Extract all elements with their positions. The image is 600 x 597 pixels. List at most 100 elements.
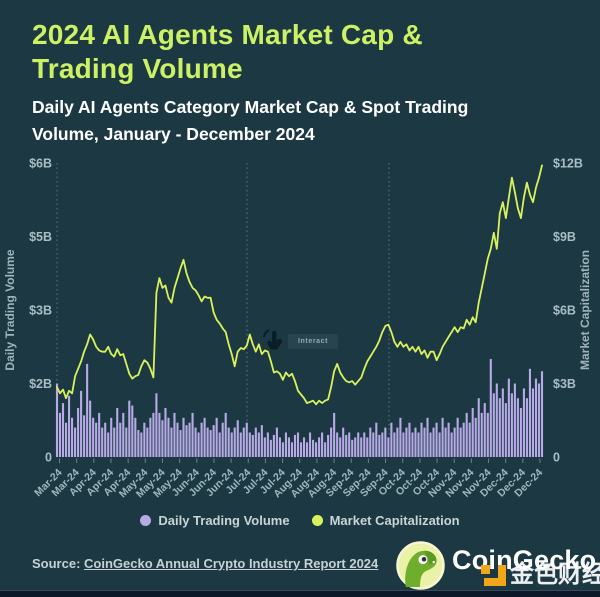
volume-bar bbox=[414, 427, 417, 457]
volume-bar bbox=[495, 383, 498, 457]
subtitle-line-1: Daily AI Agents Category Market Cap & Sp… bbox=[32, 97, 469, 117]
volume-bar bbox=[176, 422, 179, 457]
volume-bar bbox=[74, 427, 77, 457]
combo-chart: $6B $5B $3B $2B 0 $12B $9B $6B $3B 0 Daily Trading… bbox=[3, 157, 592, 501]
left-axis-tick-label: $2B bbox=[29, 377, 52, 391]
volume-bar bbox=[462, 422, 465, 457]
volume-bar bbox=[215, 417, 218, 457]
volume-bar bbox=[519, 408, 522, 457]
plot-area[interactable] bbox=[57, 163, 542, 457]
volume-legend-dot-icon bbox=[140, 515, 152, 526]
volume-bar bbox=[170, 427, 173, 457]
volume-bar bbox=[86, 363, 89, 457]
volume-bar bbox=[399, 417, 402, 457]
market-cap-legend-dot-icon bbox=[311, 515, 323, 526]
interact-hint-label[interactable]: Interact bbox=[288, 333, 339, 349]
volume-bar bbox=[188, 422, 191, 457]
volume-bar bbox=[447, 422, 450, 457]
volume-bar bbox=[58, 412, 62, 457]
volume-bar bbox=[438, 432, 441, 457]
volume-bar bbox=[290, 442, 294, 457]
volume-bar bbox=[113, 427, 116, 457]
volume-bar bbox=[357, 432, 360, 457]
volume-bar bbox=[242, 427, 245, 457]
volume-bar bbox=[480, 412, 483, 457]
volume-bar bbox=[164, 408, 167, 457]
volume-bar bbox=[390, 422, 393, 457]
left-axis-tick-label: 0 bbox=[45, 451, 52, 465]
volume-bar bbox=[197, 432, 200, 457]
volume-bar bbox=[206, 427, 209, 457]
volume-bar bbox=[465, 412, 468, 457]
volume-bar bbox=[312, 439, 315, 457]
volume-bar bbox=[128, 400, 131, 457]
volume-bar bbox=[378, 434, 381, 457]
legend-item-market-capitalization[interactable]: Market Capitalization bbox=[311, 513, 460, 528]
volume-bar bbox=[363, 432, 366, 457]
jinse-caijing-logo-icon bbox=[481, 565, 506, 586]
volume-bar bbox=[387, 437, 390, 457]
volume-bar bbox=[525, 398, 528, 457]
source-report-link[interactable]: CoinGecko Annual Crypto Industry Report … bbox=[84, 556, 379, 571]
volume-bar bbox=[191, 412, 194, 457]
volume-bar bbox=[504, 403, 507, 457]
volume-bar bbox=[474, 417, 477, 457]
volume-bar bbox=[92, 417, 95, 457]
legend-label-market-cap: Market Capitalization bbox=[329, 513, 460, 528]
right-axis-tick-label: $12B bbox=[553, 157, 583, 171]
volume-bar bbox=[384, 427, 387, 457]
hand-cursor-icon bbox=[263, 329, 283, 350]
volume-bar bbox=[507, 378, 510, 457]
volume-bar bbox=[537, 383, 541, 457]
volume-bar bbox=[324, 442, 327, 457]
volume-bar bbox=[143, 422, 146, 457]
volume-bar bbox=[257, 432, 260, 457]
volume-bar bbox=[278, 437, 281, 457]
right-axis-tick-label: 0 bbox=[553, 451, 560, 465]
volume-bar bbox=[173, 412, 176, 457]
volume-bar bbox=[293, 434, 297, 457]
volume-bar bbox=[420, 422, 423, 457]
legend-item-daily-trading-volume[interactable]: Daily Trading Volume bbox=[140, 513, 290, 528]
coingecko-logo-icon bbox=[396, 541, 445, 590]
volume-bar bbox=[417, 432, 420, 457]
volume-bar bbox=[450, 432, 453, 457]
volume-bar bbox=[218, 432, 221, 457]
volume-bar bbox=[411, 432, 414, 457]
volume-bar bbox=[212, 425, 215, 457]
volume-bar bbox=[489, 359, 492, 457]
volume-bar bbox=[200, 422, 203, 457]
volume-bar bbox=[236, 420, 239, 457]
bottom-accent-bar bbox=[0, 590, 600, 597]
volume-bar bbox=[209, 430, 212, 457]
volume-bar bbox=[483, 403, 486, 457]
title-line-1: 2024 AI Agents Market Cap & bbox=[32, 19, 423, 50]
volume-bar bbox=[107, 432, 110, 457]
volume-bar bbox=[342, 427, 345, 457]
right-axis-title: Market Capitalization bbox=[578, 250, 592, 370]
volume-bar bbox=[459, 427, 462, 457]
volume-bar bbox=[248, 432, 251, 457]
left-axis-tick-label: $3B bbox=[29, 304, 52, 318]
jinse-caijing-text: 金色财经 bbox=[510, 561, 600, 588]
volume-bar bbox=[98, 412, 101, 457]
volume-bar bbox=[152, 412, 155, 457]
page-subtitle: Daily AI Agents Category Market Cap & Sp… bbox=[32, 94, 572, 148]
interact-hint: Interact bbox=[261, 326, 339, 356]
volume-bar bbox=[275, 427, 278, 457]
page-title: 2024 AI Agents Market Cap & Trading Volum… bbox=[32, 18, 572, 86]
volume-bar bbox=[61, 403, 65, 457]
volume-bar bbox=[330, 427, 333, 457]
volume-bar bbox=[245, 422, 248, 457]
volume-bar bbox=[498, 398, 501, 457]
volume-bar bbox=[432, 427, 435, 457]
volume-bar bbox=[426, 417, 429, 457]
volume-bar bbox=[444, 427, 447, 457]
volume-bar bbox=[345, 434, 348, 457]
volume-bar bbox=[308, 432, 312, 457]
market-cap-line bbox=[56, 164, 543, 406]
volume-bar bbox=[179, 430, 182, 457]
volume-bar bbox=[239, 432, 242, 457]
volume-bar bbox=[513, 383, 516, 457]
volume-bar bbox=[405, 427, 408, 457]
